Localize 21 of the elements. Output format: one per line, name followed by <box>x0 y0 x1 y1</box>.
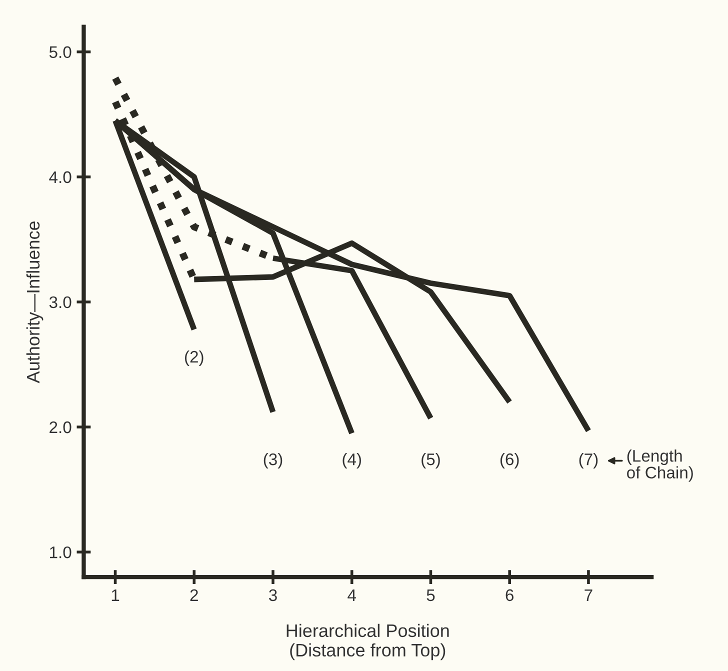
annotation: (6) <box>500 452 519 469</box>
y-tick-label: 5.0 <box>49 46 72 58</box>
x-tick-label: 4 <box>348 589 356 601</box>
x-tick-label: 2 <box>190 589 198 601</box>
x-axis-title: Hierarchical Position (Distance from Top) <box>286 624 449 660</box>
y-tick-label: 1.0 <box>50 546 72 558</box>
annotation: (2) <box>184 350 204 366</box>
x-tick-label: 3 <box>269 589 277 602</box>
y-axis-title: Authority—Influence <box>26 221 44 384</box>
x-tick-label: 5 <box>426 589 435 602</box>
annotation: (5) <box>422 452 440 469</box>
annotation: (7) <box>579 452 598 469</box>
y-tick-label: 4.0 <box>49 171 72 184</box>
x-tick-label: 6 <box>506 589 514 602</box>
y-tick-label: 3.0 <box>49 296 72 308</box>
x-tick-label: 7 <box>584 589 592 601</box>
annotation: (4) <box>342 452 362 469</box>
annotation: (3) <box>264 452 282 469</box>
annotation: (Length of Chain) <box>627 450 693 482</box>
y-tick-label: 2.0 <box>50 421 72 434</box>
x-tick-label: 1 <box>112 589 120 601</box>
